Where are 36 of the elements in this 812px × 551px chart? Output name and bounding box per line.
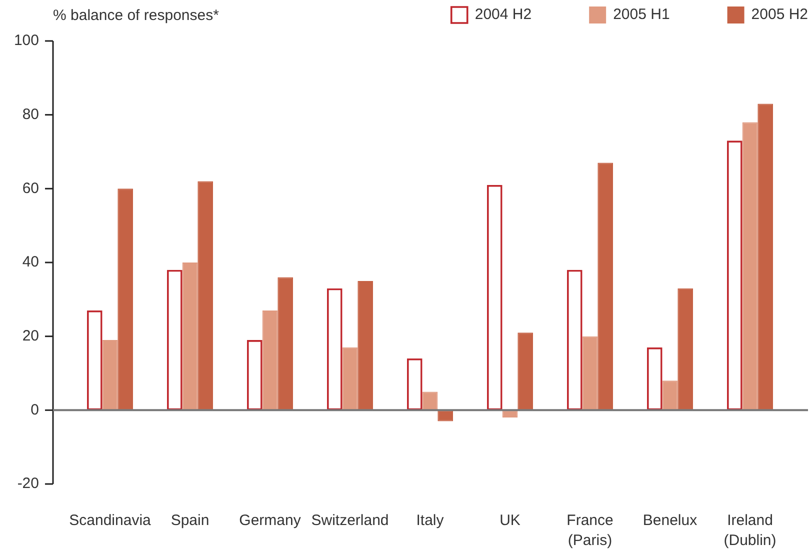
legend-label: 2004 H2 — [474, 6, 532, 24]
y-tick-label: 40 — [22, 254, 39, 271]
bar — [502, 410, 518, 418]
bar — [742, 122, 758, 410]
bar — [102, 340, 118, 410]
y-tick-label: 80 — [22, 106, 39, 123]
bar — [342, 347, 358, 410]
x-tick-label: Scandinavia — [69, 512, 152, 530]
y-tick-label: 20 — [22, 327, 39, 344]
x-tick-label: Ireland (Dublin) — [724, 512, 776, 550]
y-tick-label: -20 — [17, 475, 39, 492]
x-tick-label: Italy — [416, 512, 444, 530]
bar — [582, 336, 598, 410]
bar — [262, 310, 278, 410]
y-tick-label: 0 — [30, 401, 39, 418]
x-tick-label: UK — [500, 512, 520, 530]
bar — [758, 104, 773, 410]
bar — [198, 181, 213, 410]
y-axis-title: % balance of responses* — [53, 7, 220, 24]
x-tick-label: Germany — [239, 512, 302, 530]
x-tick-label: Switzerland — [311, 512, 389, 530]
x-tick-label: France (Paris) — [566, 512, 614, 550]
y-tick-label: 60 — [22, 180, 39, 197]
legend-label: 2005 H1 — [613, 6, 670, 24]
bar — [518, 332, 533, 410]
bar — [118, 188, 133, 410]
bar — [662, 380, 678, 410]
bar — [278, 277, 293, 410]
x-tick-label: Spain — [170, 512, 210, 530]
bar — [182, 262, 198, 410]
legend-label: 2005 H2 — [751, 6, 808, 24]
bar — [598, 162, 613, 410]
y-tick-label: 100 — [14, 32, 39, 50]
x-tick-label: Benelux — [642, 512, 698, 530]
bar — [678, 288, 693, 410]
bar — [358, 280, 373, 410]
